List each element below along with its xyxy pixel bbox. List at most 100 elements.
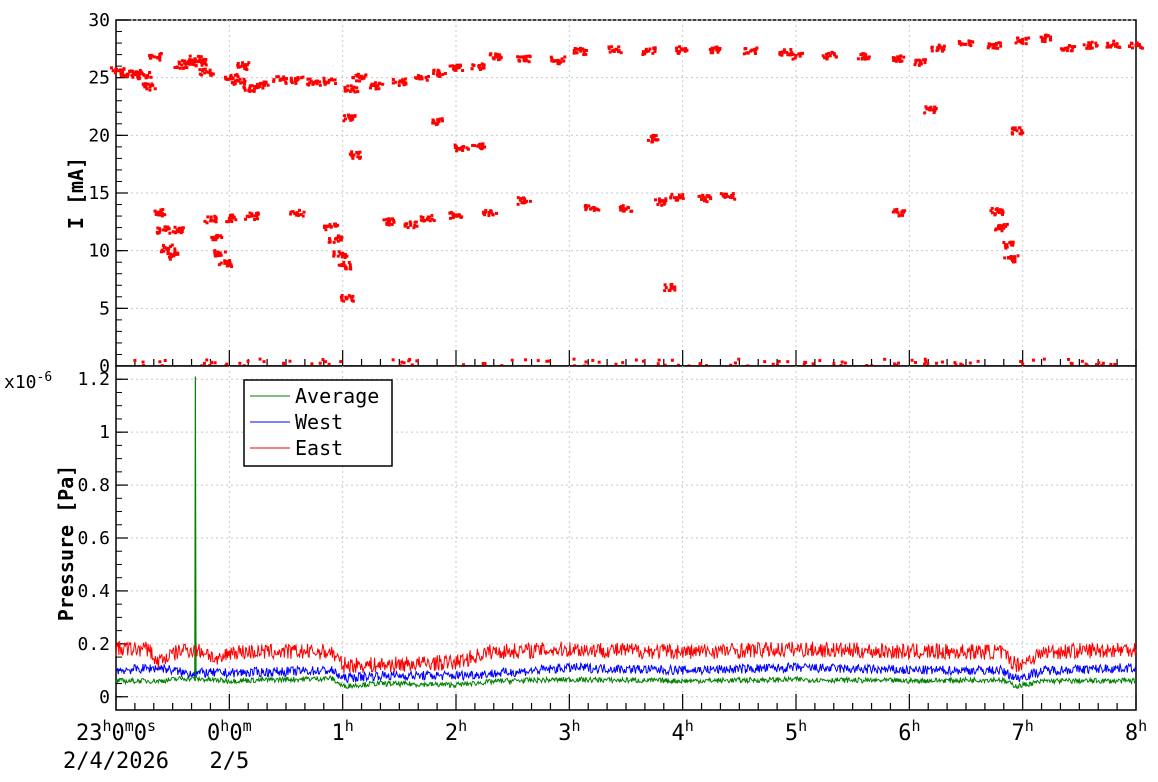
pressure-panel: 0 0.2 0.4 0.6 0.8 1 1.2 Pressure [Pa] x10-6 (4, 365, 1137, 711)
current-point (247, 215, 251, 219)
current-point (1106, 44, 1110, 48)
current-point (802, 363, 806, 367)
current-point (167, 227, 171, 231)
current-point (352, 89, 356, 93)
current-point (240, 80, 244, 84)
current-point (552, 59, 556, 63)
current-point (126, 72, 130, 76)
current-point (432, 72, 436, 76)
current-point (390, 217, 394, 221)
current-point (262, 360, 266, 364)
current-point (573, 46, 577, 50)
current-point (230, 220, 234, 224)
current-point (181, 66, 185, 70)
current-point (651, 140, 655, 144)
current-point (289, 212, 293, 216)
current-point (589, 207, 593, 211)
current-point (219, 261, 223, 265)
current-point (1016, 36, 1020, 40)
current-point (971, 40, 975, 44)
current-point (391, 81, 395, 85)
current-point (536, 359, 540, 363)
current-point (145, 75, 149, 79)
current-point (715, 45, 719, 49)
current-point (488, 53, 492, 57)
pressure-y-axis-title: Pressure [Pa] (54, 465, 78, 622)
current-point (518, 55, 522, 59)
current-point (174, 251, 178, 255)
current-point (791, 57, 795, 61)
current-point (203, 219, 207, 223)
current-point (186, 62, 190, 66)
current-point (1000, 229, 1004, 233)
current-point (825, 57, 829, 61)
current-point (261, 86, 265, 90)
current-point (340, 296, 344, 300)
current-point (672, 196, 676, 200)
current-point (1009, 240, 1013, 244)
current-point (670, 286, 674, 290)
current-point (818, 359, 822, 363)
current-point (213, 253, 217, 257)
current-point (681, 196, 685, 200)
current-point (462, 363, 466, 367)
current-point (936, 48, 940, 52)
current-point (118, 68, 122, 72)
time-tick-label: 8h (1125, 717, 1147, 746)
current-point (263, 83, 267, 87)
current-point (1002, 241, 1006, 245)
current-point (701, 193, 705, 197)
current-point (328, 238, 332, 242)
current-point (322, 76, 326, 80)
current-point (1011, 132, 1015, 136)
current-point (391, 78, 395, 82)
current-point (516, 196, 520, 200)
current-point (968, 43, 972, 47)
current-point (1094, 44, 1098, 48)
current-point (898, 55, 902, 59)
current-point (684, 47, 688, 51)
current-point (1004, 224, 1008, 228)
current-point (243, 67, 247, 71)
current-point (797, 52, 801, 56)
current-point (215, 252, 219, 256)
current-point (204, 63, 208, 67)
current-point (894, 58, 898, 62)
current-point (593, 206, 597, 210)
current-point (232, 215, 236, 219)
current-point (923, 111, 927, 115)
current-point (583, 204, 587, 208)
current-point (923, 61, 927, 65)
current-point (205, 221, 209, 225)
current-point (708, 195, 712, 199)
current-point (137, 77, 141, 81)
current-point (315, 80, 319, 84)
current-point (340, 255, 344, 259)
current-point (167, 246, 171, 250)
current-point (924, 359, 928, 363)
current-point (930, 45, 934, 49)
current-point (211, 72, 215, 76)
current-point (388, 219, 392, 223)
current-point (436, 70, 440, 74)
current-point (203, 67, 207, 71)
current-point (216, 234, 220, 238)
current-point (968, 39, 972, 43)
current-point (481, 146, 485, 150)
current-point (1031, 358, 1035, 362)
current-point (168, 231, 172, 235)
current-point (336, 239, 340, 243)
current-point (129, 69, 133, 73)
current-point (611, 49, 615, 53)
current-point (246, 359, 250, 363)
current-point (528, 199, 532, 203)
current-point (210, 361, 214, 365)
current-point (523, 200, 527, 204)
current-point (173, 225, 177, 229)
pressure-y-tick-label: 0 (99, 687, 110, 708)
current-point (522, 55, 526, 59)
current-point (332, 253, 336, 257)
current-point (202, 361, 206, 365)
current-point (213, 215, 217, 219)
current-point (348, 89, 352, 93)
